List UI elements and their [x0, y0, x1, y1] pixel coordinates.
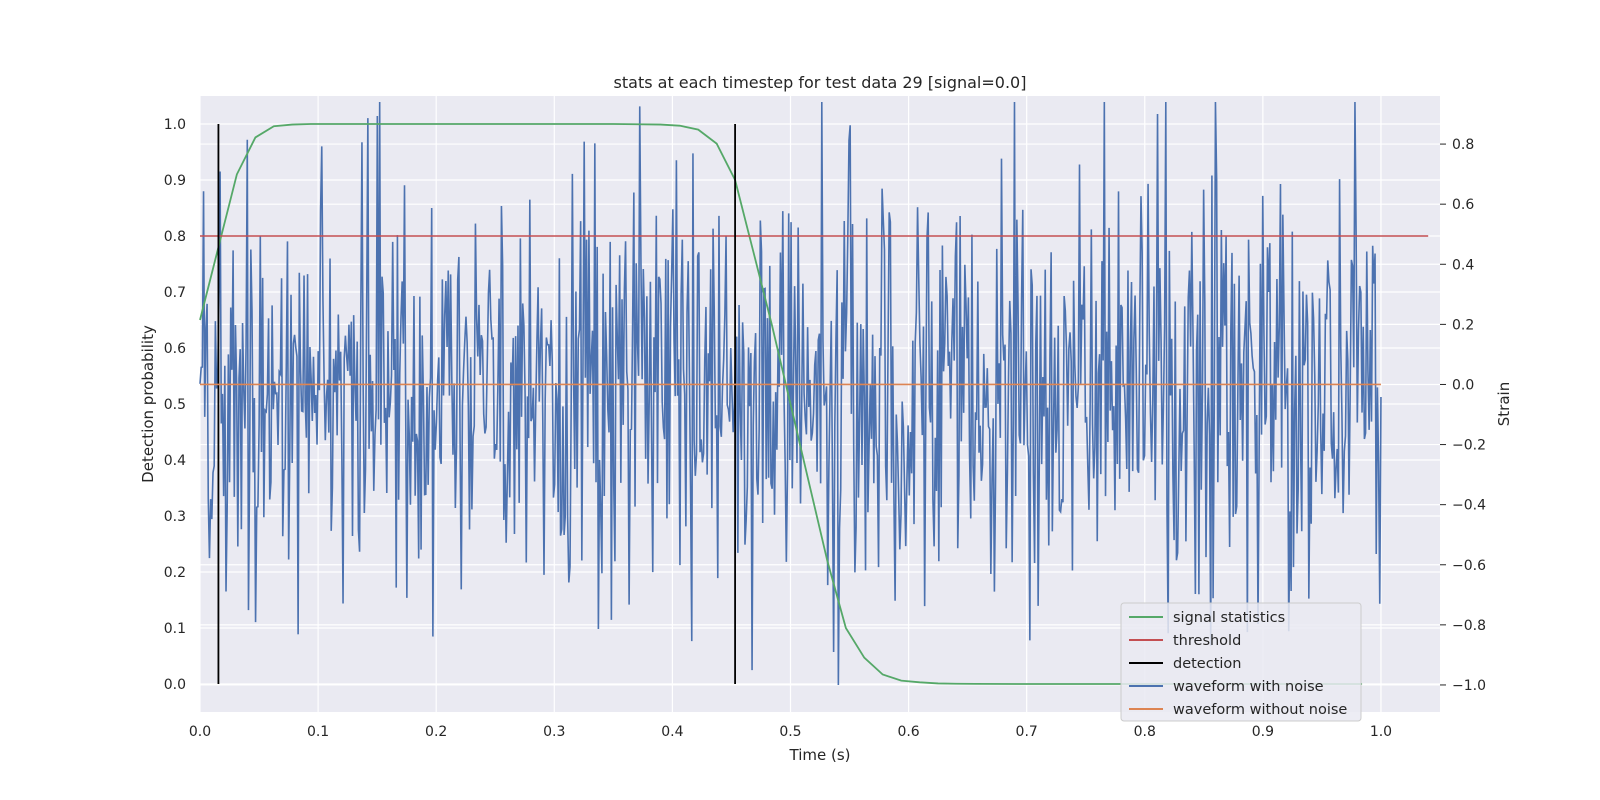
- legend-label-signal-statistics: signal statistics: [1173, 610, 1285, 626]
- y-tick-label-left: 0.7: [164, 285, 186, 301]
- x-tick-label: 0.7: [1016, 724, 1038, 740]
- y-tick-label-left: 0.3: [164, 509, 186, 525]
- legend-label-detection: detection: [1173, 656, 1241, 672]
- y-tick-label-right: 0.2: [1452, 317, 1474, 333]
- legend-label-threshold: threshold: [1173, 633, 1241, 649]
- y-tick-label-right: 0.4: [1452, 257, 1474, 273]
- legend: signal statistics threshold detection wa…: [1120, 602, 1362, 722]
- y-axis-label-left: Detection probability: [139, 325, 157, 483]
- x-axis: 0.0 0.1 0.2 0.3 0.4 0.5 0.6 0.7 0.8 0.9 1.0: [189, 724, 1392, 740]
- y-tick-label-right: −0.8: [1452, 618, 1486, 634]
- legend-box: [1120, 602, 1362, 722]
- x-tick-label: 0.8: [1134, 724, 1156, 740]
- x-tick-label: 1.0: [1370, 724, 1392, 740]
- x-tick-label: 0.0: [189, 724, 211, 740]
- legend-label-waveform-with-noise: waveform with noise: [1173, 679, 1324, 695]
- y-tick-label-right: 0.0: [1452, 377, 1474, 393]
- x-tick-label: 0.4: [661, 724, 683, 740]
- x-tick-label: 0.6: [897, 724, 919, 740]
- legend-label-waveform-without-noise: waveform without noise: [1173, 702, 1347, 718]
- y-tick-label-left: 0.1: [164, 621, 186, 637]
- y-tick-label-right: 0.8: [1452, 137, 1474, 153]
- y-axis-label-right: Strain: [1495, 382, 1513, 426]
- y-tick-label-left: 0.9: [164, 173, 186, 189]
- x-tick-label: 0.3: [543, 724, 565, 740]
- series-line-waveform-with-noise: [199, 101, 1382, 685]
- y-axis-left: 0.0 0.1 0.2 0.3 0.4 0.5 0.6 0.7 0.8 0.9 1.0: [164, 117, 186, 693]
- x-tick-label: 0.9: [1252, 724, 1274, 740]
- y-tick-label-left: 0.8: [164, 229, 186, 245]
- y-tick-label-right: −0.2: [1452, 438, 1486, 454]
- x-axis-label: Time (s): [789, 746, 851, 764]
- series-layer: [199, 101, 1429, 685]
- x-tick-label: 0.5: [779, 724, 801, 740]
- y-tick-label-left: 0.6: [164, 341, 186, 357]
- chart-title: stats at each timestep for test data 29 …: [614, 73, 1027, 92]
- y-tick-label-left: 1.0: [164, 117, 186, 133]
- y-tick-label-left: 0.5: [164, 397, 186, 413]
- y-tick-label-right: 0.6: [1452, 197, 1474, 213]
- y-tick-label-right: −1.0: [1452, 678, 1486, 694]
- y-tick-label-left: 0.0: [164, 677, 186, 693]
- y-tick-label-left: 0.4: [164, 453, 186, 469]
- y-tick-label-left: 0.2: [164, 565, 186, 581]
- x-tick-label: 0.2: [425, 724, 447, 740]
- x-tick-label: 0.1: [307, 724, 329, 740]
- y-tick-label-right: −0.6: [1452, 558, 1486, 574]
- y-axis-right: −1.0 −0.8 −0.6 −0.4 −0.2 0.0 0.2 0.4 0.6 0.8: [1440, 137, 1486, 694]
- y-tick-label-right: −0.4: [1452, 498, 1486, 514]
